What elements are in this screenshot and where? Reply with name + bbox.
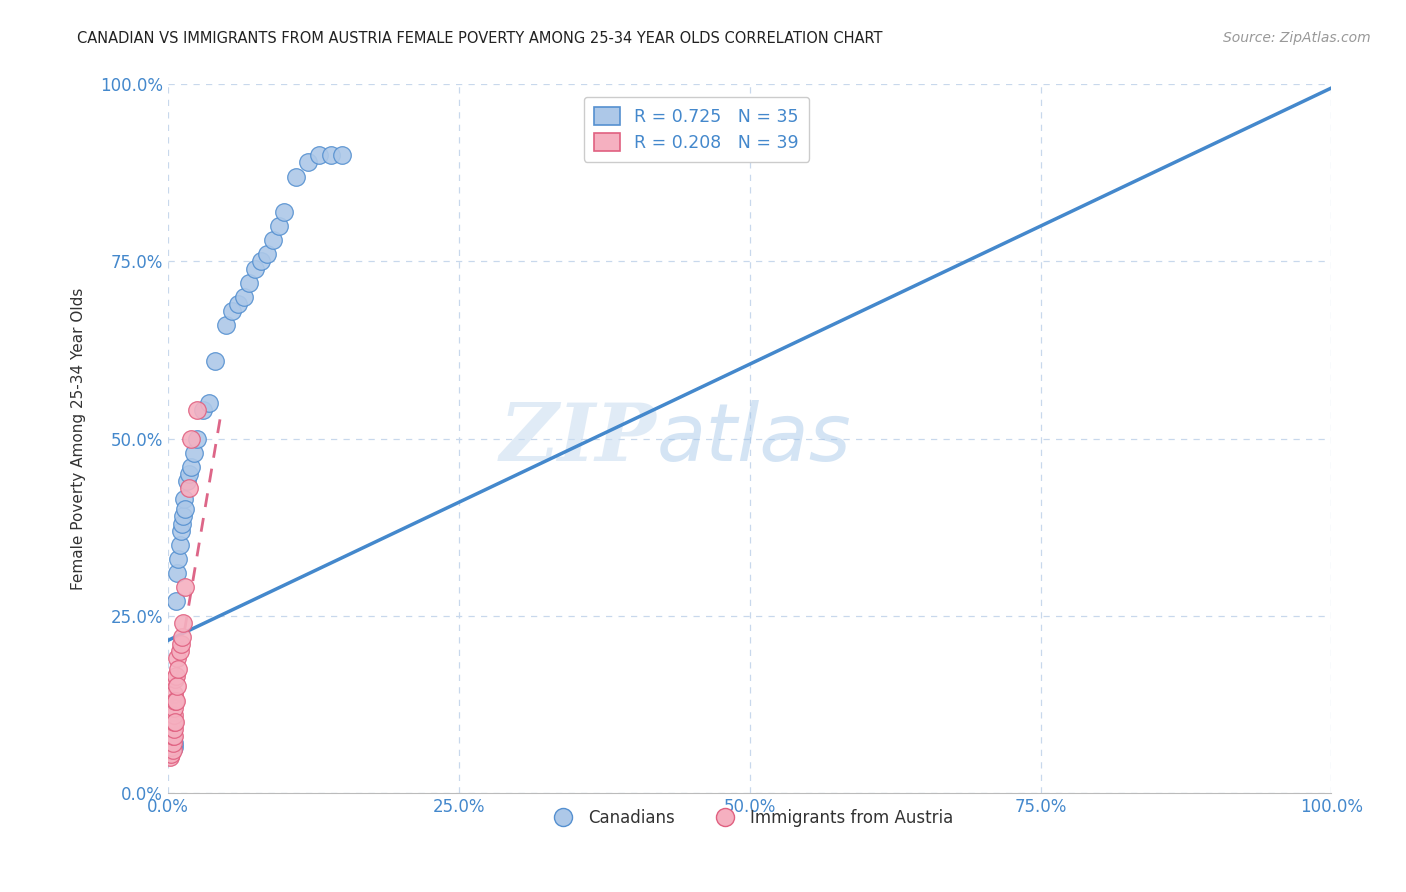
Point [163,714,186,729]
Point [163,729,186,743]
Point [172,509,194,524]
Point [169,644,191,658]
Point [308,148,330,162]
Point [163,739,186,754]
Point [163,736,186,750]
Point [177,481,200,495]
Point [267,219,290,233]
Point [160,718,183,732]
Point [157,739,180,754]
Point [319,148,342,162]
Point [221,304,243,318]
Point [166,566,188,580]
Point [159,729,181,743]
Point [162,736,184,750]
Point [256,247,278,261]
Point [197,396,219,410]
Point [186,403,208,417]
Point [163,693,186,707]
Point [232,290,254,304]
Point [157,747,180,761]
Legend: Canadians, Immigrants from Austria: Canadians, Immigrants from Austria [540,803,960,834]
Point [170,637,193,651]
Point [215,318,238,333]
Point [160,725,183,739]
Text: CANADIAN VS IMMIGRANTS FROM AUSTRIA FEMALE POVERTY AMONG 25-34 YEAR OLDS CORRELA: CANADIAN VS IMMIGRANTS FROM AUSTRIA FEMA… [77,31,883,46]
Point [170,524,193,538]
Point [163,700,186,714]
Point [157,732,180,747]
Point [186,432,208,446]
Point [160,739,183,754]
Point [332,148,354,162]
Point [174,502,197,516]
Point [159,743,181,757]
Point [262,233,284,247]
Point [160,732,183,747]
Text: atlas: atlas [657,400,852,477]
Point [170,630,193,644]
Point [169,538,191,552]
Point [180,459,202,474]
Point [177,467,200,481]
Point [173,491,195,506]
Text: ZIP: ZIP [499,400,657,477]
Point [191,403,214,417]
Point [162,722,184,736]
Point [273,205,295,219]
Point [165,594,187,608]
Point [167,552,190,566]
Point [167,662,190,676]
Point [284,169,307,184]
Point [163,714,186,729]
Point [162,743,184,757]
Point [180,432,202,446]
Point [159,750,181,764]
Point [245,261,267,276]
Point [159,736,181,750]
Point [166,680,188,694]
Point [170,516,193,531]
Point [174,580,197,594]
Point [176,474,198,488]
Point [163,707,186,722]
Point [166,651,188,665]
Point [163,673,186,687]
Point [165,669,187,683]
Point [172,615,194,630]
Point [160,747,183,761]
Point [163,722,186,736]
Point [238,276,260,290]
Point [226,297,249,311]
Point [165,693,187,707]
Point [157,725,180,739]
Point [250,254,273,268]
Point [162,729,184,743]
Point [163,686,186,700]
Y-axis label: Female Poverty Among 25-34 Year Olds: Female Poverty Among 25-34 Year Olds [72,287,86,590]
Point [183,446,205,460]
Point [297,155,319,169]
Point [204,353,226,368]
Text: Source: ZipAtlas.com: Source: ZipAtlas.com [1223,31,1371,45]
